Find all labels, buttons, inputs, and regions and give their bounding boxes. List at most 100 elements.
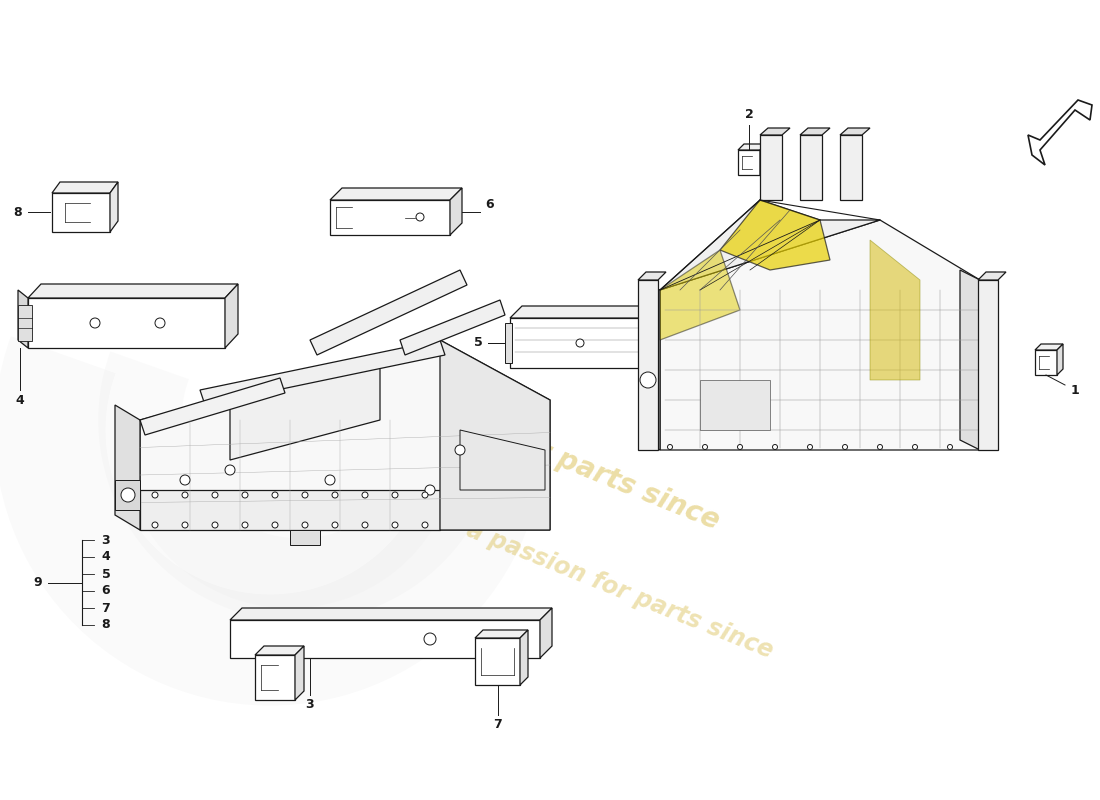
Polygon shape <box>660 220 980 450</box>
Polygon shape <box>978 272 1006 280</box>
Circle shape <box>121 488 135 502</box>
Text: 8: 8 <box>101 618 110 631</box>
Text: 6: 6 <box>486 198 494 211</box>
Circle shape <box>878 445 882 450</box>
Text: 7: 7 <box>494 718 503 731</box>
Circle shape <box>302 492 308 498</box>
Polygon shape <box>870 240 920 380</box>
Polygon shape <box>226 284 238 348</box>
Circle shape <box>212 492 218 498</box>
Polygon shape <box>800 135 822 200</box>
Polygon shape <box>255 655 295 700</box>
Circle shape <box>362 492 369 498</box>
Text: 4: 4 <box>101 550 110 563</box>
Polygon shape <box>200 340 446 405</box>
Polygon shape <box>840 135 862 200</box>
Polygon shape <box>960 270 980 450</box>
Circle shape <box>455 445 465 455</box>
Text: 9: 9 <box>34 576 42 589</box>
Polygon shape <box>638 280 658 450</box>
Circle shape <box>332 522 338 528</box>
Polygon shape <box>760 128 790 135</box>
Circle shape <box>324 475 336 485</box>
Circle shape <box>913 445 917 450</box>
Polygon shape <box>110 182 118 232</box>
Polygon shape <box>290 530 320 545</box>
Polygon shape <box>510 306 652 318</box>
Polygon shape <box>18 290 28 348</box>
Polygon shape <box>255 646 304 655</box>
Text: 5: 5 <box>101 567 110 581</box>
Circle shape <box>392 492 398 498</box>
Circle shape <box>843 445 847 450</box>
Circle shape <box>422 492 428 498</box>
Circle shape <box>152 522 158 528</box>
Polygon shape <box>760 144 766 175</box>
Polygon shape <box>52 182 118 193</box>
Polygon shape <box>800 128 830 135</box>
Circle shape <box>155 318 165 328</box>
Circle shape <box>90 318 100 328</box>
Polygon shape <box>28 298 226 348</box>
Polygon shape <box>330 200 450 235</box>
Polygon shape <box>460 430 544 490</box>
Circle shape <box>807 445 813 450</box>
Circle shape <box>272 522 278 528</box>
Text: 6: 6 <box>101 585 110 598</box>
Polygon shape <box>540 608 552 658</box>
Circle shape <box>182 492 188 498</box>
Polygon shape <box>700 380 770 430</box>
Polygon shape <box>475 630 528 638</box>
Circle shape <box>425 485 435 495</box>
Polygon shape <box>510 318 640 368</box>
Text: 3: 3 <box>306 698 315 711</box>
Polygon shape <box>1035 344 1063 350</box>
Circle shape <box>272 492 278 498</box>
Polygon shape <box>330 188 462 200</box>
Circle shape <box>362 522 369 528</box>
Polygon shape <box>760 135 782 200</box>
Circle shape <box>182 522 188 528</box>
Circle shape <box>302 522 308 528</box>
Polygon shape <box>140 490 440 530</box>
Circle shape <box>576 339 584 347</box>
Circle shape <box>772 445 778 450</box>
Polygon shape <box>140 340 550 530</box>
Polygon shape <box>116 480 140 510</box>
Polygon shape <box>638 272 666 280</box>
Text: 1: 1 <box>1070 383 1079 397</box>
Text: 8: 8 <box>13 206 22 218</box>
Circle shape <box>212 522 218 528</box>
Text: 7: 7 <box>101 602 110 614</box>
Polygon shape <box>400 300 505 355</box>
Circle shape <box>392 522 398 528</box>
Polygon shape <box>116 405 140 530</box>
Circle shape <box>152 492 158 498</box>
Polygon shape <box>140 378 285 435</box>
Polygon shape <box>840 128 870 135</box>
Polygon shape <box>520 630 528 685</box>
Circle shape <box>424 633 436 645</box>
Polygon shape <box>18 305 32 341</box>
Polygon shape <box>230 608 552 620</box>
Text: 4: 4 <box>15 394 24 406</box>
Polygon shape <box>310 270 468 355</box>
Polygon shape <box>230 360 380 460</box>
Polygon shape <box>230 620 540 658</box>
Circle shape <box>416 213 424 221</box>
Circle shape <box>703 445 707 450</box>
Polygon shape <box>640 306 652 368</box>
Circle shape <box>242 522 248 528</box>
Polygon shape <box>28 284 238 298</box>
Polygon shape <box>640 280 660 450</box>
Polygon shape <box>1057 344 1063 375</box>
Circle shape <box>332 492 338 498</box>
Polygon shape <box>450 188 462 235</box>
Polygon shape <box>1035 350 1057 375</box>
Polygon shape <box>978 280 998 450</box>
Circle shape <box>640 372 656 388</box>
Polygon shape <box>440 340 550 530</box>
Polygon shape <box>660 250 740 340</box>
Polygon shape <box>1028 100 1092 165</box>
Polygon shape <box>738 144 766 150</box>
